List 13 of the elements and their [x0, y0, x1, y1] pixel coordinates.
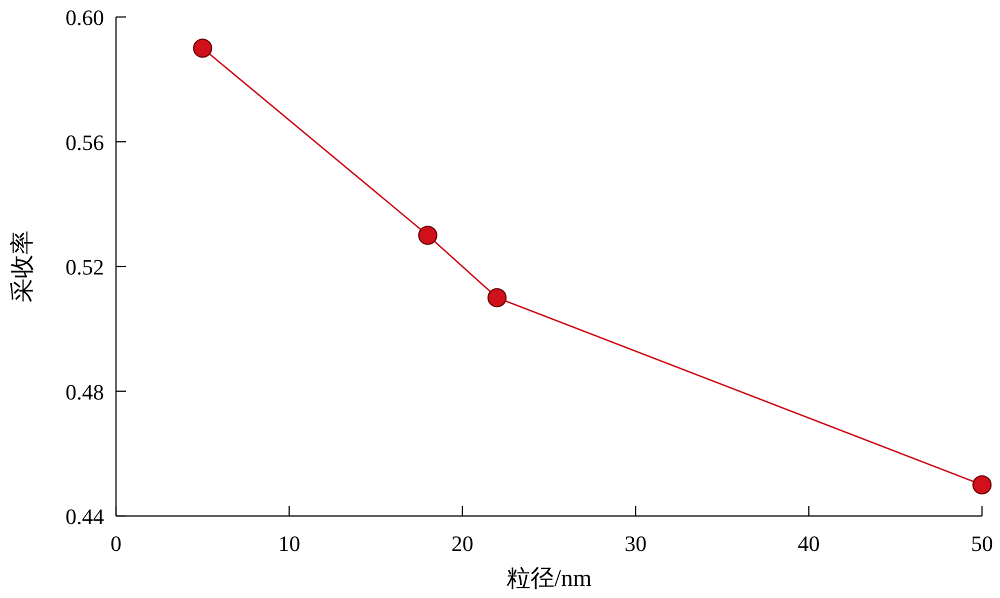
- x-tick-label: 50: [971, 531, 993, 556]
- x-tick-label: 0: [110, 531, 122, 556]
- y-tick-label: 0.48: [66, 379, 104, 404]
- y-tick-label: 0.44: [66, 504, 104, 529]
- y-tick-label: 0.56: [66, 130, 104, 155]
- x-tick-label: 20: [451, 531, 474, 556]
- y-axis-title: 采收率: [9, 230, 36, 302]
- x-tick-label: 40: [798, 531, 820, 556]
- y-tick-label: 0.52: [66, 254, 104, 280]
- x-tick-label: 30: [624, 531, 647, 556]
- y-tick-label: 0.60: [66, 5, 104, 30]
- x-axis-title: 粒径/nm: [506, 566, 592, 592]
- x-tick-label: 10: [278, 531, 300, 556]
